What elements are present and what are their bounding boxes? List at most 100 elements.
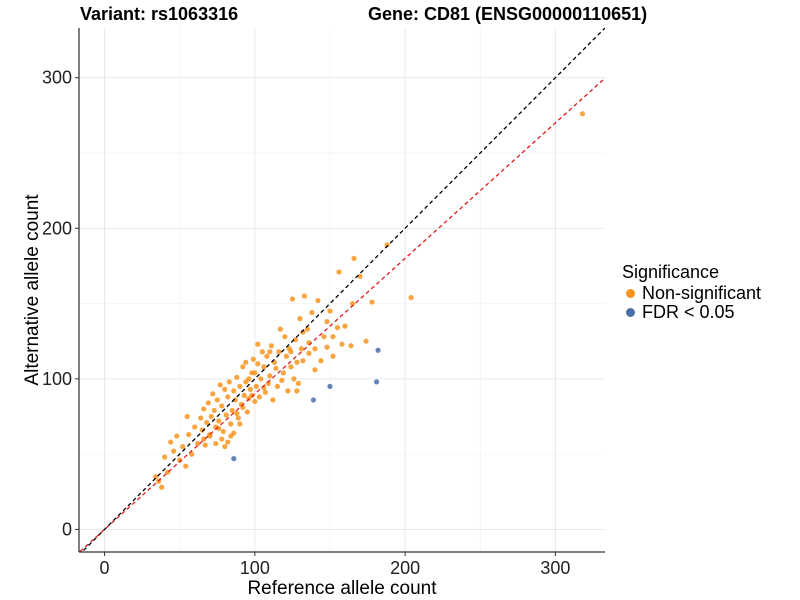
point-non-significant [243,379,249,385]
point-non-significant [270,397,276,403]
point-non-significant [255,341,261,347]
point-non-significant [186,431,192,438]
point-non-significant [280,370,286,376]
chart-title-variant: Variant: rs1063316 [80,4,239,24]
point-non-significant [327,308,333,314]
point-non-significant [192,424,198,430]
point-non-significant [282,334,288,340]
point-non-significant [297,316,303,322]
point-fdr-significant [327,383,333,389]
point-non-significant [252,398,258,405]
point-non-significant [277,326,283,332]
y-tick-label: 0 [62,519,72,539]
point-non-significant [342,323,348,329]
point-non-significant [250,356,256,362]
point-non-significant [300,329,306,335]
point-non-significant [321,334,327,340]
point-non-significant [159,484,165,490]
point-non-significant [334,325,341,331]
point-non-significant [283,353,289,359]
point-non-significant [153,474,159,480]
x-tick-label: 100 [240,558,270,578]
point-non-significant [237,421,243,427]
point-non-significant [201,436,207,442]
point-non-significant [234,410,240,417]
legend: Significance Non-significant FDR < 0.05 [622,262,761,322]
point-non-significant [348,343,354,349]
point-fdr-significant [375,347,381,353]
legend-label-fdr-significant: FDR < 0.05 [642,302,735,322]
point-non-significant [289,296,296,302]
point-non-significant [228,421,234,427]
point-non-significant [318,358,324,364]
point-non-significant [244,409,250,415]
point-non-significant [235,415,241,421]
point-non-significant [267,373,273,379]
point-non-significant [264,353,270,359]
x-tick-label: 0 [100,558,110,578]
point-non-significant [315,297,321,304]
point-non-significant [237,383,243,389]
point-non-significant [255,361,261,367]
point-fdr-significant [231,456,237,462]
point-non-significant [258,376,264,382]
legend-dot-non-significant [626,289,635,298]
x-tick-label: 300 [540,558,570,578]
point-non-significant [285,388,291,394]
point-non-significant [369,299,375,305]
point-non-significant [162,454,168,460]
point-non-significant [225,439,231,445]
point-non-significant [268,343,274,349]
point-non-significant [226,379,232,385]
point-non-significant [252,370,258,376]
point-non-significant [217,382,223,388]
point-non-significant [349,300,356,307]
point-non-significant [357,273,363,280]
point-non-significant [184,413,190,420]
legend-item-non-significant: Non-significant [622,283,762,303]
x-axis-title: Reference allele count [247,578,437,599]
point-non-significant [279,377,285,383]
point-non-significant [259,349,265,355]
point-non-significant [241,392,247,399]
point-non-significant [295,380,302,386]
point-non-significant [211,407,217,414]
x-tick-label: 200 [390,558,420,578]
point-non-significant [351,255,357,261]
point-non-significant [300,358,306,364]
y-axis-title: Alternative allele count [22,194,43,386]
point-non-significant [168,439,174,445]
point-non-significant [363,338,369,344]
point-non-significant [240,364,246,370]
point-non-significant [304,326,311,332]
reference-line-fitted [79,77,605,552]
point-non-significant [306,350,312,356]
point-non-significant [262,389,268,395]
point-non-significant [225,394,231,400]
point-non-significant [579,111,586,117]
point-non-significant [247,386,253,392]
point-non-significant [214,397,220,403]
point-non-significant [213,440,219,447]
point-non-significant [309,309,315,316]
point-non-significant [312,367,318,373]
point-non-significant [336,269,342,275]
point-non-significant [256,394,262,400]
point-non-significant [324,319,330,325]
point-non-significant [273,365,279,371]
point-non-significant [291,376,297,382]
point-non-significant [294,359,300,365]
point-non-significant [274,383,280,389]
point-non-significant [276,349,282,355]
point-non-significant [231,388,237,394]
legend-label-non-significant: Non-significant [642,283,762,303]
point-fdr-significant [373,379,380,385]
point-non-significant [312,346,318,352]
point-non-significant [339,341,345,347]
point-non-significant [288,349,294,355]
point-non-significant [199,427,205,433]
point-non-significant [234,374,240,380]
point-non-significant [267,349,273,355]
chart-title-gene: Gene: CD81 (ENSG00000110651) [368,4,648,24]
point-non-significant [294,388,300,394]
